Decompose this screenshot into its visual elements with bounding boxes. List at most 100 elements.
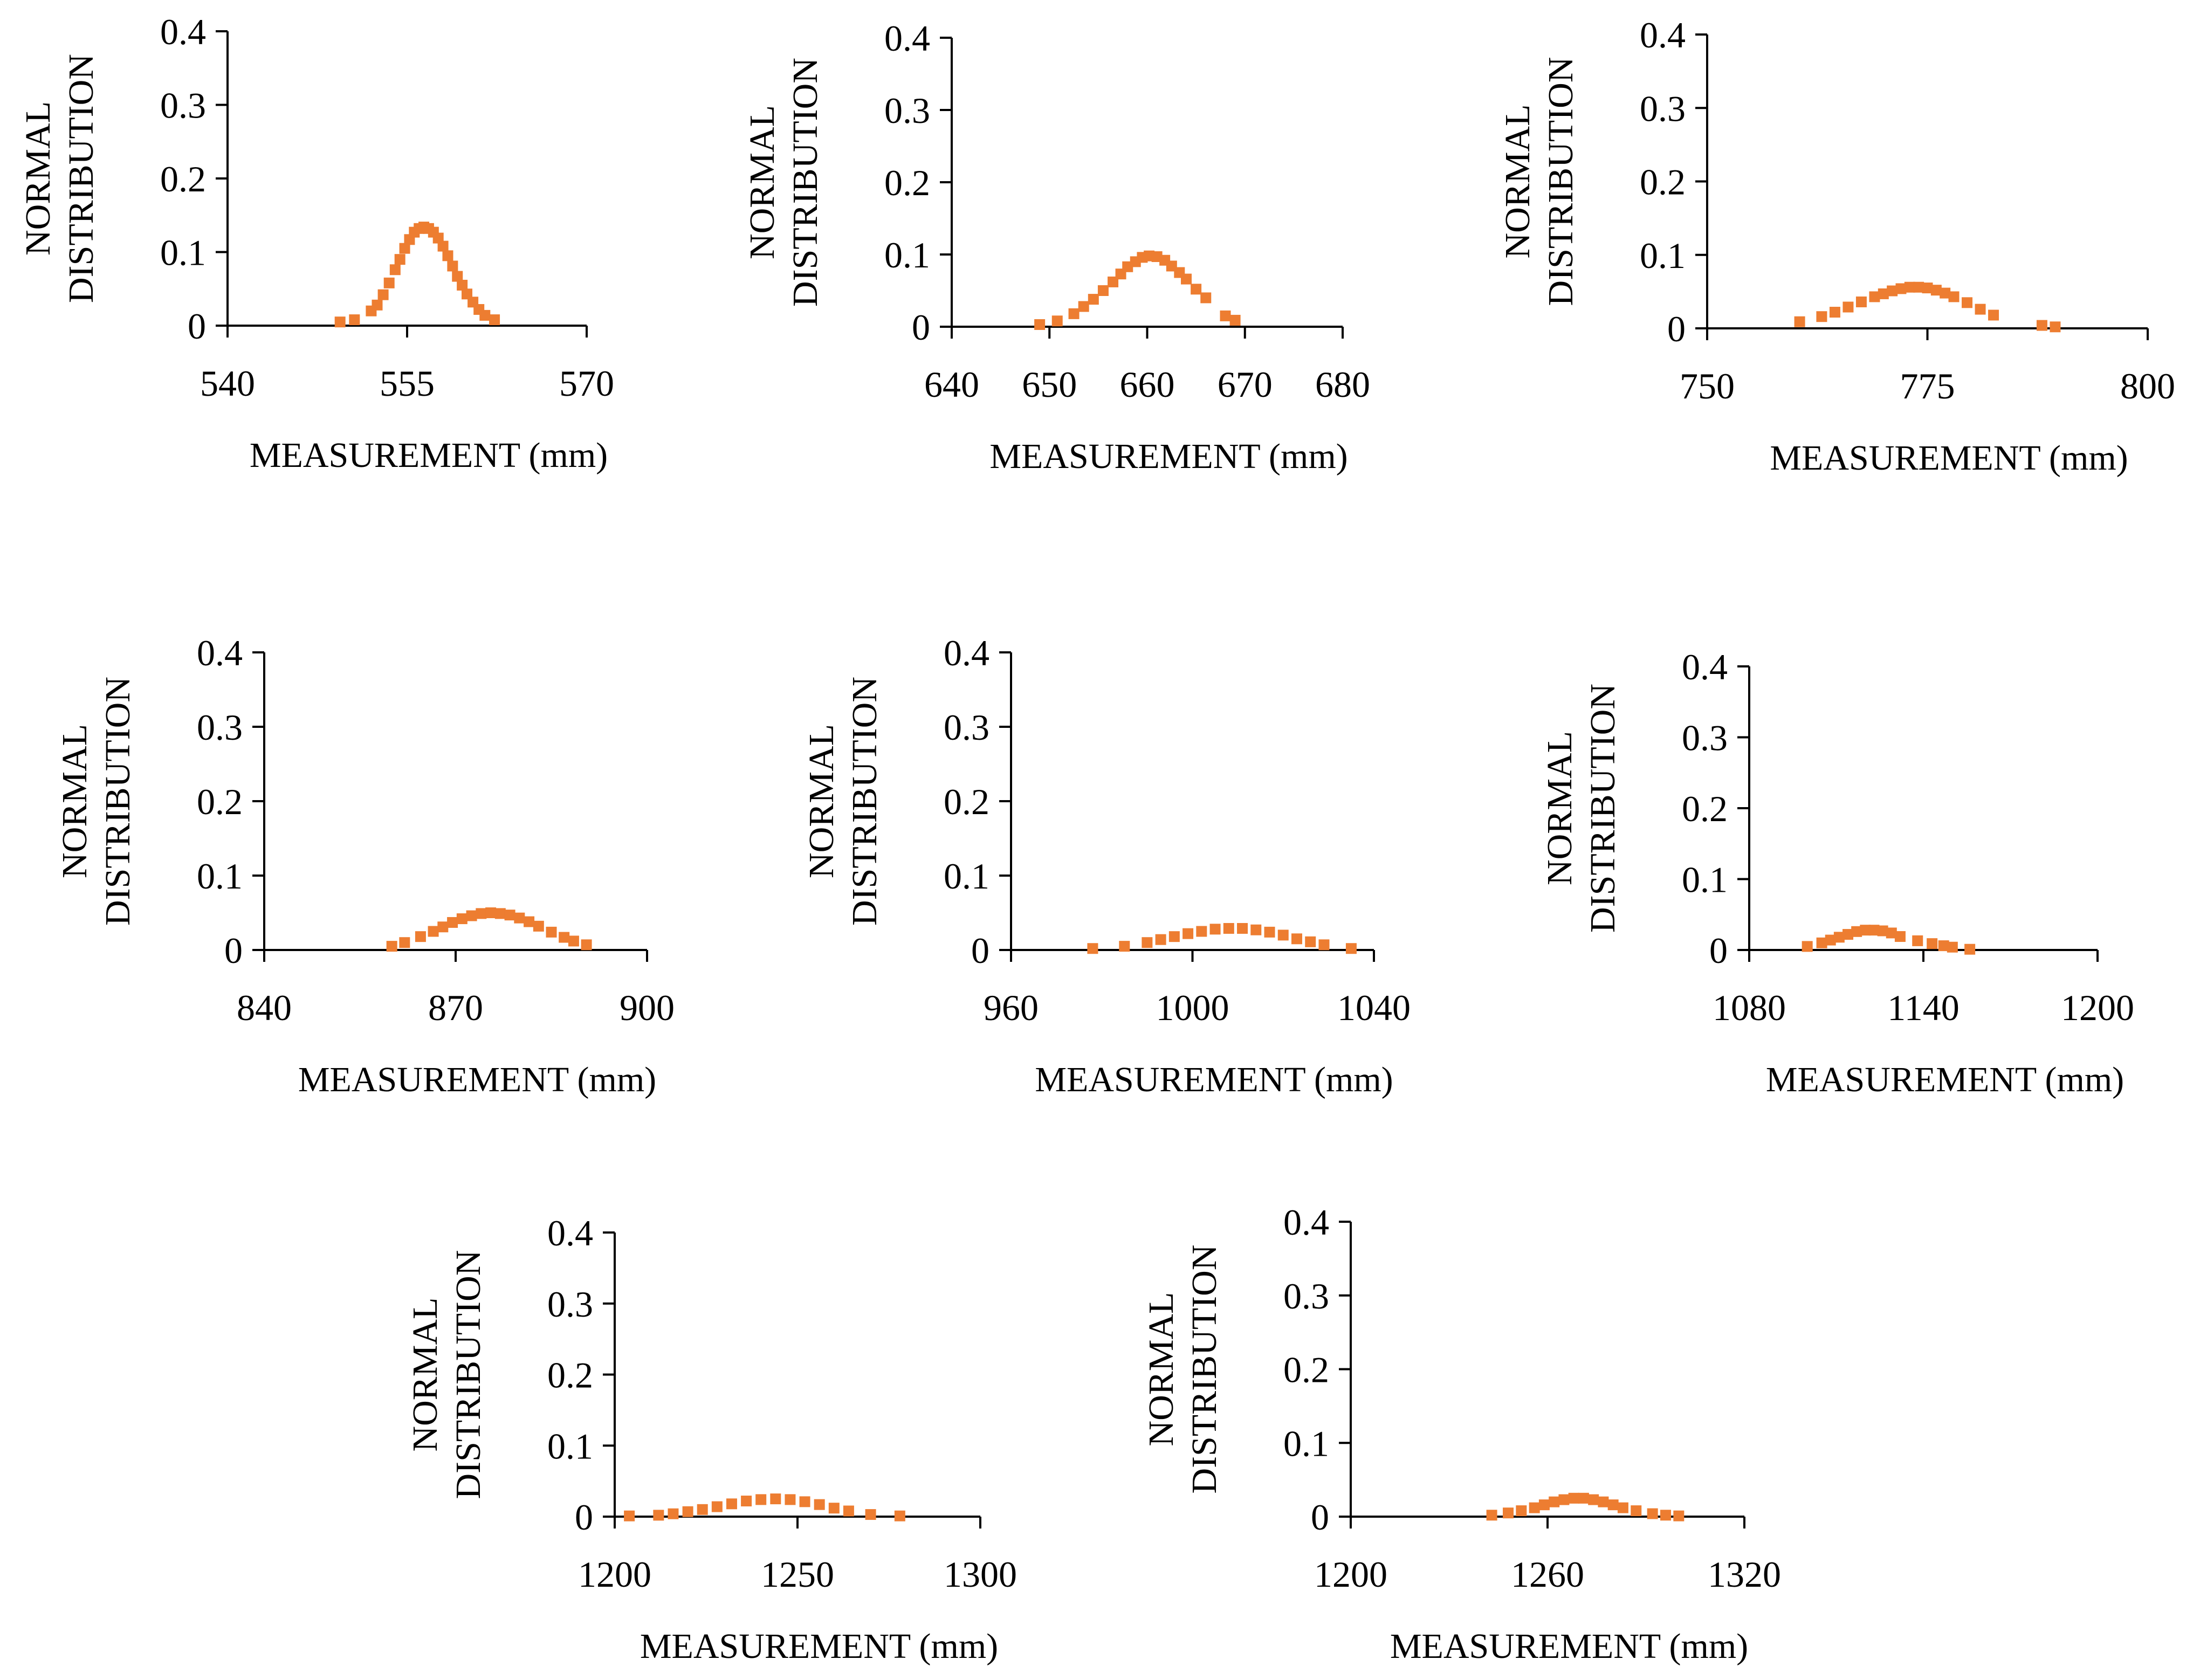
data-point	[1833, 932, 1845, 943]
data-point	[514, 912, 525, 924]
data-point	[1938, 940, 1949, 952]
y-tick-label: 0.3	[884, 90, 930, 131]
data-point	[1802, 941, 1813, 952]
data-point	[1912, 935, 1923, 946]
y-tick-label: 0	[971, 930, 989, 971]
y-tick-label: 0.4	[1640, 15, 1686, 56]
data-point	[1868, 925, 1880, 936]
y-axis-title-line-2: DISTRIBUTION	[98, 677, 138, 926]
data-point	[1277, 929, 1289, 941]
data-point	[479, 309, 491, 321]
data-point	[334, 316, 346, 328]
x-tick-label: 1140	[1887, 987, 1959, 1028]
data-point	[349, 314, 360, 326]
x-tick-label: 870	[428, 987, 483, 1028]
x-tick-label: 1200	[578, 1554, 651, 1595]
y-tick-label: 0.1	[1682, 859, 1728, 900]
x-tick-label: 1200	[1314, 1554, 1387, 1595]
data-point	[1673, 1510, 1685, 1521]
data-point	[1051, 315, 1063, 327]
data-point	[1538, 1499, 1550, 1511]
x-tick-label: 775	[1900, 366, 1955, 407]
data-point	[1549, 1496, 1560, 1507]
y-tick-label: 0.2	[1640, 162, 1686, 203]
data-point	[1860, 925, 1871, 936]
data-point	[494, 908, 506, 919]
data-point	[1578, 1492, 1589, 1504]
y-axis-title-line-2: DISTRIBUTION	[845, 677, 884, 926]
y-tick-label: 0	[1667, 308, 1686, 349]
data-point	[456, 913, 468, 925]
chart-panel-5: 0 0.1 0.2 0.3 0.4 960 1000 1040 MEASUREMENT (mm)…	[802, 632, 1411, 1099]
y-tick-label: 0	[1311, 1497, 1329, 1538]
x-axis-title: MEASUREMENT (mm)	[989, 437, 1348, 476]
data-point	[476, 908, 487, 919]
data-point	[1886, 927, 1897, 939]
data-point	[485, 907, 497, 918]
y-tick-label: 0.3	[1640, 88, 1686, 129]
y-tick-label: 0.1	[944, 856, 989, 897]
data-point	[372, 299, 383, 311]
data-point	[726, 1498, 737, 1510]
y-axis-title-line-1: NORMAL	[55, 724, 94, 878]
data-point	[711, 1501, 723, 1512]
data-point	[1930, 285, 1942, 296]
y-tick-label: 0.1	[160, 232, 206, 273]
data-point	[581, 939, 592, 951]
chart-panel-6: 0 0.1 0.2 0.3 0.4 1080 1140 1200 MEASUREMENT (mm…	[1540, 646, 2134, 1099]
data-point	[1558, 1494, 1570, 1505]
x-tick-label: 540	[200, 363, 255, 404]
data-point	[770, 1493, 781, 1505]
data-point	[1181, 273, 1192, 285]
data-point	[682, 1506, 693, 1517]
y-tick-label: 0.4	[1682, 646, 1728, 687]
y-tick-label: 0	[188, 306, 206, 347]
data-point	[432, 232, 444, 244]
x-tick-label: 750	[1680, 366, 1735, 407]
data-point	[1825, 934, 1836, 946]
y-tick-label: 0.3	[547, 1284, 593, 1325]
data-point	[1588, 1494, 1599, 1505]
data-point	[741, 1496, 752, 1507]
x-axis-title: MEASUREMENT (mm)	[1770, 438, 2128, 478]
data-point	[1182, 928, 1194, 939]
x-axis-title: MEASUREMENT (mm)	[250, 436, 608, 475]
y-tick-label: 0.4	[1283, 1202, 1329, 1243]
x-tick-label: 1000	[1156, 987, 1229, 1028]
data-point	[1305, 936, 1316, 947]
data-point	[1829, 307, 1840, 318]
data-point	[2050, 321, 2061, 333]
y-tick-label: 0.4	[547, 1213, 593, 1254]
data-point	[894, 1510, 905, 1521]
y-tick-label: 0.1	[197, 856, 243, 897]
data-point	[1168, 931, 1180, 942]
data-point	[785, 1494, 796, 1505]
data-point	[2036, 320, 2047, 331]
data-point	[1318, 939, 1330, 951]
y-axis-title-line-2: DISTRIBUTION	[1185, 1245, 1224, 1494]
y-axis-title-line-1: NORMAL	[405, 1297, 445, 1451]
x-tick-label: 1260	[1511, 1554, 1584, 1595]
data-point	[457, 279, 468, 291]
x-tick-label: 1300	[944, 1554, 1017, 1595]
data-point	[1660, 1510, 1671, 1521]
data-point	[394, 254, 405, 265]
data-point	[462, 288, 472, 300]
x-tick-label: 680	[1315, 364, 1370, 405]
y-tick-label: 0	[224, 930, 243, 971]
data-point	[466, 910, 477, 921]
y-tick-label: 0.2	[944, 781, 989, 822]
y-axis-title-line-2: DISTRIBUTION	[1583, 684, 1622, 933]
data-point	[1034, 319, 1046, 330]
data-point	[1927, 938, 1938, 949]
data-point	[1895, 283, 1907, 294]
data-point	[1904, 281, 1915, 293]
x-tick-label: 555	[380, 363, 435, 404]
y-axis-title-line-1: NORMAL	[1142, 1292, 1181, 1446]
data-point	[1088, 294, 1099, 305]
data-point	[1877, 925, 1888, 937]
data-point	[1229, 314, 1241, 326]
data-point	[1631, 1505, 1642, 1517]
data-point	[624, 1510, 635, 1521]
data-point	[1345, 943, 1357, 954]
